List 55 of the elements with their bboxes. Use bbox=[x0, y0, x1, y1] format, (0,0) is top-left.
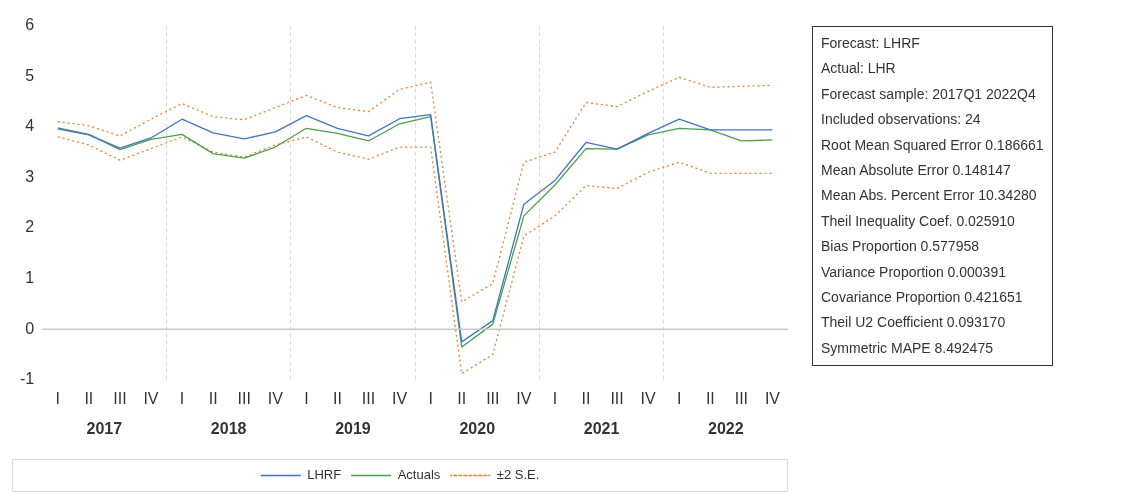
text: Variance Proportion 0.000391 bbox=[821, 262, 1007, 282]
x-tick-label: II bbox=[332, 389, 342, 407]
x-tick-label: III bbox=[361, 389, 376, 407]
text: 2017 bbox=[86, 420, 123, 438]
legend-label: ±2 S.E. bbox=[496, 467, 540, 483]
x-tick-label: III bbox=[237, 389, 251, 407]
text: Symmetric MAPE 8.492475 bbox=[821, 338, 994, 358]
y-tick-label: 6 bbox=[25, 16, 35, 34]
x-tick-label: II bbox=[84, 389, 94, 407]
y-tick-label: -1 bbox=[19, 370, 35, 388]
x-tick-label: IV bbox=[764, 389, 781, 407]
text: 2019 bbox=[335, 420, 371, 438]
x-tick-label: II bbox=[581, 389, 591, 407]
x-tick-label: II bbox=[208, 389, 218, 407]
text: Theil Inequality Coef. 0.025910 bbox=[821, 211, 1016, 231]
legend-label: Actuals bbox=[397, 467, 441, 483]
x-tick-label: I bbox=[677, 389, 682, 407]
y-tick-label: 3 bbox=[25, 167, 35, 185]
y-tick-label: 0 bbox=[25, 319, 35, 337]
x-tick-label: I bbox=[552, 389, 558, 407]
legend-label: LHRF bbox=[307, 467, 342, 483]
y-tick-label: 1 bbox=[25, 269, 35, 287]
text: 2018 bbox=[210, 420, 247, 438]
x-tick-label: IV bbox=[267, 389, 284, 407]
text: Root Mean Squared Error 0.186661 bbox=[821, 135, 1044, 155]
text: Mean Abs. Percent Error 10.34280 bbox=[821, 186, 1038, 206]
x-tick-label: I bbox=[55, 389, 60, 407]
x-tick-label: IV bbox=[392, 389, 408, 407]
text: Actual: LHR bbox=[821, 59, 897, 79]
x-tick-label: III bbox=[610, 389, 624, 407]
text: Bias Proportion 0.577958 bbox=[821, 237, 980, 257]
text: 2022 bbox=[708, 420, 744, 438]
text: Forecast: LHRF bbox=[821, 34, 921, 53]
x-tick-label: I bbox=[304, 389, 309, 407]
x-tick-label: III bbox=[734, 389, 749, 407]
text: Covariance Proportion 0.421651 bbox=[821, 288, 1024, 308]
x-tick-label: IV bbox=[516, 389, 532, 407]
x-tick-label: I bbox=[428, 389, 433, 407]
text: Mean Absolute Error 0.148147 bbox=[821, 161, 1012, 181]
text: Included observations: 24 bbox=[821, 110, 982, 130]
text: 2021 bbox=[583, 420, 620, 438]
x-tick-label: II bbox=[705, 389, 715, 407]
text: Forecast sample: 2017Q1 2022Q4 bbox=[821, 84, 1037, 104]
line-series bbox=[57, 136, 774, 375]
x-tick-label: I bbox=[179, 389, 185, 407]
text: Theil U2 Coefficient 0.093170 bbox=[821, 313, 1007, 333]
x-tick-label: III bbox=[486, 389, 500, 407]
x-tick-label: IV bbox=[640, 389, 657, 407]
x-tick-label: II bbox=[457, 389, 467, 407]
x-tick-label: III bbox=[113, 389, 127, 407]
text: 2020 bbox=[459, 420, 496, 438]
y-tick-label: 4 bbox=[25, 117, 35, 135]
y-tick-label: 2 bbox=[25, 218, 35, 236]
y-tick-label: 5 bbox=[25, 66, 35, 84]
x-tick-label: IV bbox=[143, 389, 159, 407]
